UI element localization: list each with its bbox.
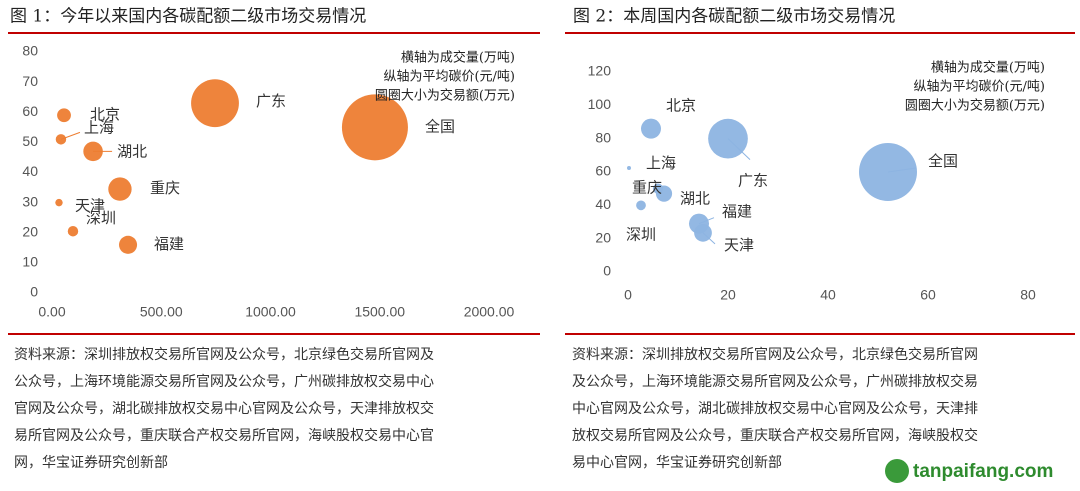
bubble: [67, 226, 79, 237]
bubble-label: 全国: [425, 117, 455, 135]
y-tick-label: 80: [22, 43, 38, 59]
source-line: 资料来源：深圳排放权交易所官网及公众号，北京绿色交易所官网及: [14, 346, 434, 363]
y-tick-label: 30: [22, 193, 38, 209]
bubble: [341, 94, 408, 161]
watermark: tanpaifang.com: [880, 455, 1075, 487]
watermark-text: tanpaifang.com: [913, 461, 1053, 482]
x-tick-label: 80: [1020, 287, 1036, 303]
chart-title: 图 2：本周国内各碳配额二级市场交易情况: [573, 7, 895, 27]
bubble-label: 湖北: [680, 190, 710, 208]
annotation: 纵轴为平均碳价(元/吨): [913, 80, 1045, 95]
source-line: 易中心官网，华宝证券研究创新部: [572, 455, 782, 471]
leader-line: [60, 131, 81, 140]
bubble-label: 天津: [724, 236, 754, 254]
y-tick-label: 120: [588, 63, 612, 79]
source-line: 中心官网及公众号，湖北碳排放权交易中心官网及公众号，天津排: [572, 400, 978, 417]
y-tick-label: 40: [22, 163, 38, 179]
x-tick-label: 1000.00: [245, 304, 296, 320]
leader-line: [702, 232, 716, 245]
x-tick-label: 2000.00: [464, 304, 515, 320]
leader-line: [887, 167, 917, 173]
y-tick-label: 0: [603, 263, 611, 279]
leader-line: [698, 217, 715, 225]
bubble-label: 上海: [84, 118, 114, 136]
bubble: [636, 200, 646, 211]
source-line: 放权交易所官网及公众号，重庆联合产权交易所官网，海峡股权交: [572, 427, 978, 444]
y-tick-label: 60: [22, 103, 38, 119]
bubble-label: 上海: [646, 154, 676, 172]
bubble-label: 全国: [928, 152, 958, 170]
bubble: [55, 134, 67, 145]
y-tick-label: 40: [595, 196, 611, 212]
annotation: 横轴为成交量(万吨): [401, 50, 515, 66]
y-tick-label: 20: [595, 229, 611, 245]
x-tick-label: 60: [920, 287, 936, 303]
bubble-label: 福建: [154, 235, 184, 253]
annotation: 横轴为成交量(万吨): [931, 60, 1045, 76]
x-tick-label: 0.00: [38, 304, 65, 320]
bubble-label: 重庆: [150, 179, 180, 197]
bubble: [641, 118, 661, 139]
bubble-label: 北京: [90, 105, 120, 123]
source-line: 官网及公众号，湖北碳排放权交易中心官网及公众号，天津排放权交: [14, 400, 434, 417]
source-line: 资料来源：深圳排放权交易所官网及公众号，北京绿色交易所官网: [572, 346, 978, 363]
y-tick-label: 70: [22, 73, 38, 89]
watermark-bg: [880, 455, 1075, 487]
bubble-label: 福建: [722, 203, 752, 221]
bubble-label: 深圳: [86, 209, 116, 227]
bubble: [57, 108, 71, 123]
y-tick-label: 80: [595, 129, 611, 145]
bubble-label: 天津: [75, 197, 105, 215]
y-tick-label: 100: [588, 96, 612, 112]
x-tick-label: 500.00: [140, 304, 183, 320]
y-tick-label: 10: [22, 254, 38, 270]
source-line: 网，华宝证券研究创新部: [14, 455, 168, 471]
annotation: 圆圈大小为交易额(万元): [905, 98, 1045, 114]
bubble: [119, 235, 138, 254]
y-tick-label: 0: [30, 284, 38, 300]
annotation: 圆圈大小为交易额(万元): [375, 88, 515, 104]
x-tick-label: 20: [720, 287, 736, 303]
annotation: 纵轴为平均碳价(元/吨): [383, 70, 515, 85]
x-tick-label: 1500.00: [354, 304, 405, 320]
bubble-label: 北京: [666, 97, 696, 115]
x-tick-label: 0: [624, 287, 632, 303]
bubble: [55, 198, 63, 207]
bubble-label: 湖北: [117, 142, 147, 160]
bubble: [108, 177, 132, 201]
bubble-label: 重庆: [632, 179, 662, 197]
bubble: [627, 166, 631, 170]
source-line: 易所官网及公众号，重庆联合产权交易所官网，海峡股权交易中心官: [14, 427, 434, 444]
chart-title: 图 1：今年以来国内各碳配额二级市场交易情况: [10, 7, 366, 27]
leader-line: [727, 138, 751, 161]
bubble: [191, 79, 239, 128]
bubble: [655, 185, 673, 202]
x-tick-label: 40: [820, 287, 836, 303]
y-tick-label: 50: [22, 133, 38, 149]
bubble-label: 广东: [256, 92, 286, 110]
y-tick-label: 20: [22, 223, 38, 239]
source-line: 及公众号，上海环境能源交易所官网及公众号，广州碳排放权交易: [572, 373, 978, 390]
y-tick-label: 60: [595, 163, 611, 179]
bubble-label: 广东: [738, 172, 768, 190]
watermark-icon: [885, 459, 909, 483]
bubble-label: 深圳: [626, 225, 656, 243]
source-line: 公众号，上海环境能源交易所官网及公众号，广州碳排放权交易中心: [14, 373, 434, 390]
